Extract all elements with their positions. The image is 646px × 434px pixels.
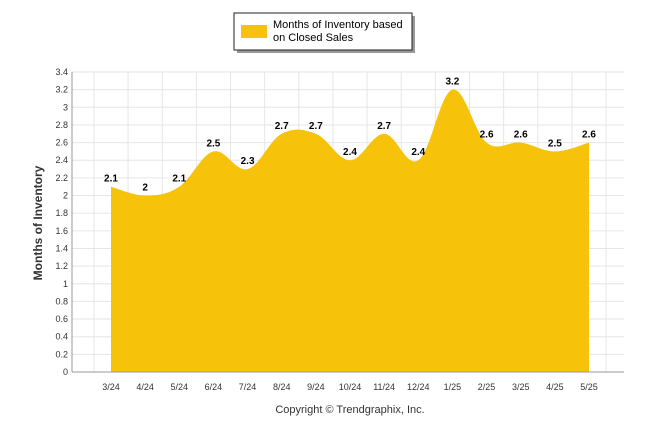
legend: Months of Inventory based on Closed Sale… bbox=[233, 12, 415, 53]
copyright-text: Copyright © Trendgraphix, Inc. bbox=[275, 404, 424, 416]
y-tick-label: 1.4 bbox=[55, 243, 68, 253]
data-label: 2.1 bbox=[172, 174, 186, 185]
x-tick-label: 8/24 bbox=[273, 382, 291, 392]
y-tick-label: 1 bbox=[63, 279, 68, 289]
data-label: 2.1 bbox=[104, 174, 118, 185]
data-label: 2 bbox=[142, 183, 148, 194]
x-tick-label: 3/25 bbox=[512, 382, 530, 392]
series-area bbox=[111, 89, 589, 373]
data-label: 2.4 bbox=[411, 147, 425, 158]
y-tick-label: 2.8 bbox=[55, 120, 68, 130]
data-label: 2.7 bbox=[275, 121, 289, 132]
data-label: 3.2 bbox=[445, 77, 459, 88]
x-tick-label: 4/25 bbox=[546, 382, 564, 392]
data-labels: 2.1 2 2.1 2.5 2.3 2.7 2.7 2.4 2.7 2.4 3.2 2.6 2.6 2.5… bbox=[104, 77, 596, 194]
x-tick-label: 6/24 bbox=[205, 382, 223, 392]
x-tick-labels: 3/24 4/24 5/24 6/24 7/24 8/24 9/24 10/24 11/24 12… bbox=[102, 382, 598, 392]
area-fill bbox=[111, 89, 589, 373]
y-tick-label: 1.8 bbox=[55, 208, 68, 218]
y-tick-label: 1.2 bbox=[55, 261, 68, 271]
data-label: 2.6 bbox=[514, 130, 528, 141]
data-label: 2.6 bbox=[582, 130, 596, 141]
y-tick-label: 0.2 bbox=[55, 349, 68, 359]
y-tick-label: 0.4 bbox=[55, 332, 68, 342]
y-tick-label: 0 bbox=[63, 367, 68, 377]
y-tick-label: 2 bbox=[63, 191, 68, 201]
data-label: 2.7 bbox=[309, 121, 323, 132]
legend-label-line2: on Closed Sales bbox=[273, 32, 354, 44]
x-tick-label: 7/24 bbox=[239, 382, 257, 392]
data-label: 2.5 bbox=[206, 138, 220, 149]
data-label: 2.5 bbox=[548, 138, 562, 149]
y-tick-label: 0.6 bbox=[55, 314, 68, 324]
axes bbox=[71, 72, 624, 373]
y-tick-label: 3.2 bbox=[55, 85, 68, 95]
x-tick-label: 5/25 bbox=[580, 382, 598, 392]
y-axis-title: Months of Inventory bbox=[31, 165, 45, 280]
x-tick-label: 4/24 bbox=[136, 382, 154, 392]
data-label: 2.6 bbox=[480, 130, 494, 141]
y-tick-label: 0.8 bbox=[55, 296, 68, 306]
x-tick-label: 5/24 bbox=[171, 382, 189, 392]
y-tick-labels: 0 0.2 0.4 0.6 0.8 1 1.2 1.4 1.6 1.8 2 2.2 2.4 2.6 2.8 3… bbox=[55, 67, 68, 377]
data-label: 2.3 bbox=[241, 156, 255, 167]
data-label: 2.4 bbox=[343, 147, 357, 158]
y-tick-label: 2.2 bbox=[55, 173, 68, 183]
data-label: 2.7 bbox=[377, 121, 391, 132]
y-tick-label: 3 bbox=[63, 102, 68, 112]
x-tick-label: 11/24 bbox=[373, 382, 395, 392]
x-tick-label: 10/24 bbox=[339, 382, 362, 392]
y-tick-label: 1.6 bbox=[55, 226, 68, 236]
x-tick-label: 3/24 bbox=[102, 382, 120, 392]
x-tick-label: 1/25 bbox=[444, 382, 462, 392]
x-tick-label: 12/24 bbox=[407, 382, 430, 392]
x-tick-label: 9/24 bbox=[307, 382, 325, 392]
y-tick-label: 2.6 bbox=[55, 138, 68, 148]
legend-label-line1: Months of Inventory based bbox=[273, 19, 403, 31]
y-tick-label: 2.4 bbox=[55, 155, 68, 165]
legend-swatch bbox=[241, 25, 267, 38]
x-tick-label: 2/25 bbox=[478, 382, 496, 392]
y-tick-label: 3.4 bbox=[55, 67, 68, 77]
